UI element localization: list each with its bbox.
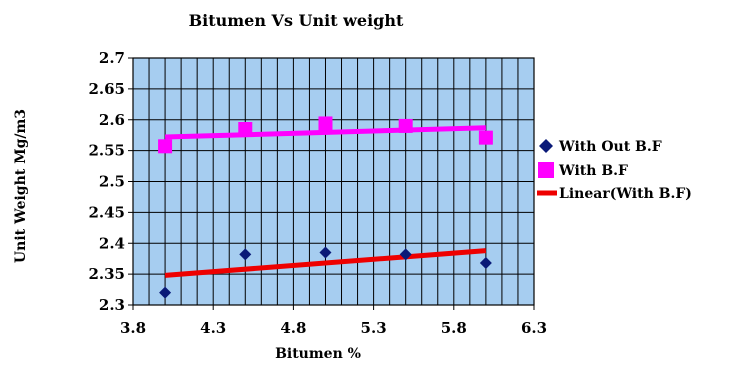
legend-label-with-bf: With B.F xyxy=(558,163,628,179)
x-tick-label: 5.3 xyxy=(361,319,387,337)
legend-label-without-bf: With Out B.F xyxy=(558,139,662,155)
y-tick-label: 2.5 xyxy=(99,173,125,191)
y-tick-label: 2.45 xyxy=(88,203,125,221)
x-axis-ticks: 3.8 4.3 4.8 5.3 5.8 6.3 xyxy=(120,305,547,337)
x-tick-label: 4.3 xyxy=(200,319,226,337)
legend-square-marker xyxy=(538,162,554,178)
y-tick-label: 2.6 xyxy=(99,111,125,129)
legend-label-linear: Linear(With B.F) xyxy=(559,186,692,202)
y-tick-label: 2.65 xyxy=(88,80,125,98)
x-tick-label: 6.3 xyxy=(521,319,547,337)
point-without-bf xyxy=(319,246,332,259)
y-axis-title: Unit Weight Mg/m3 xyxy=(13,109,29,263)
point-without-bf xyxy=(239,248,252,261)
point-without-bf xyxy=(479,257,492,270)
trendline xyxy=(164,248,487,278)
legend: With Out B.F With B.F Linear(With B.F) xyxy=(537,139,692,202)
y-axis-ticks: 2.7 2.65 2.6 2.55 2.5 2.45 2.4 2.35 2.3 xyxy=(88,49,133,314)
point-with-bf xyxy=(158,139,173,154)
y-tick-label: 2.3 xyxy=(99,296,125,314)
y-tick-label: 2.4 xyxy=(99,234,125,252)
point-without-bf xyxy=(159,286,172,299)
x-tick-label: 4.8 xyxy=(280,319,306,337)
legend-diamond-marker xyxy=(539,139,553,153)
point-with-bf xyxy=(318,116,333,131)
trendlines xyxy=(164,125,487,278)
point-with-bf xyxy=(238,122,253,137)
x-axis-title: Bitumen % xyxy=(275,346,361,362)
chart-title: Bitumen Vs Unit weight xyxy=(189,11,404,30)
trendline xyxy=(165,125,486,140)
y-tick-label: 2.7 xyxy=(99,49,125,67)
point-with-bf xyxy=(478,130,493,145)
y-tick-label: 2.55 xyxy=(88,142,125,160)
x-tick-label: 3.8 xyxy=(120,319,146,337)
x-tick-label: 5.8 xyxy=(441,319,467,337)
y-tick-label: 2.35 xyxy=(88,265,125,283)
point-with-bf xyxy=(398,118,413,133)
data-points xyxy=(158,116,493,299)
point-without-bf xyxy=(399,248,412,261)
